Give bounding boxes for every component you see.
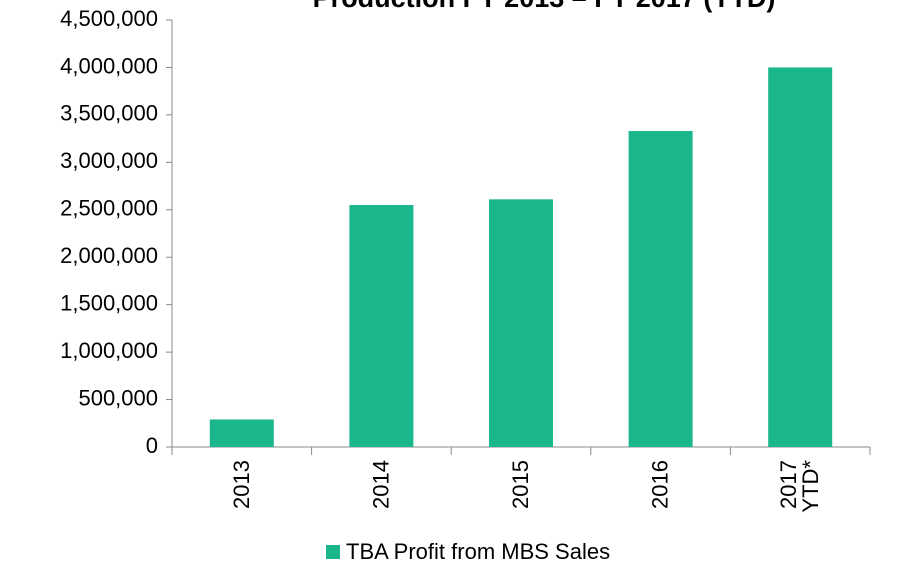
x-tick-label: 2016 xyxy=(647,460,673,509)
chart-title: Production FY 2013 – FY 2017 (YTD) xyxy=(313,0,776,13)
y-tick-label: 1,000,000 xyxy=(60,338,158,363)
y-tick-label: 4,000,000 xyxy=(60,53,158,78)
x-tick-label: 2015 xyxy=(508,460,533,509)
bar xyxy=(489,199,553,447)
x-tick-label: 2013 xyxy=(228,460,254,509)
legend-swatch xyxy=(326,545,340,559)
legend-label: TBA Profit from MBS Sales xyxy=(346,539,610,564)
y-tick-label: 500,000 xyxy=(78,385,158,410)
bar xyxy=(628,131,693,447)
x-tick-label: 2017 YTD* xyxy=(776,460,824,513)
y-tick-label: 2,000,000 xyxy=(60,243,158,268)
x-tick-label: 2014 xyxy=(368,460,394,509)
bar xyxy=(209,419,274,447)
y-tick-label: 2,500,000 xyxy=(60,196,158,221)
y-tick-label: 4,500,000 xyxy=(60,6,158,31)
y-tick-label: 0 xyxy=(146,433,158,458)
bar xyxy=(768,67,833,447)
bar xyxy=(349,205,414,447)
y-tick-label: 3,000,000 xyxy=(60,148,158,173)
y-tick-label: 1,500,000 xyxy=(60,290,158,315)
y-tick-label: 3,500,000 xyxy=(60,101,158,126)
